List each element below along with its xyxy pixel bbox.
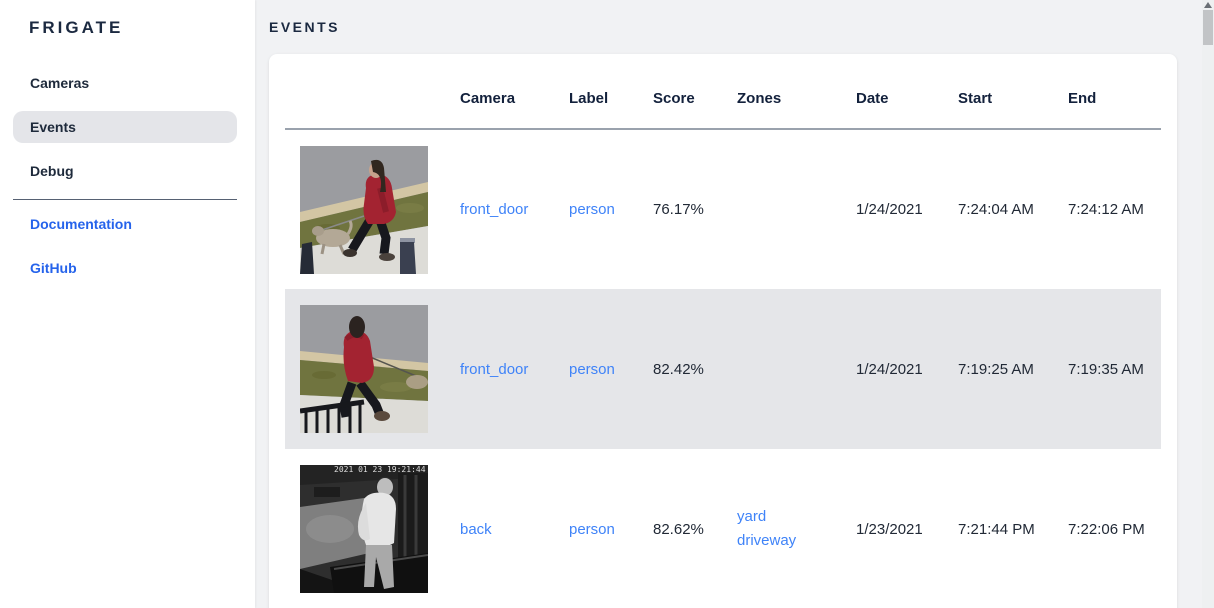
sidebar-nav: Cameras Events Debug Documentation GitHu… bbox=[0, 67, 255, 284]
cell-label: person bbox=[554, 129, 638, 289]
cell-score: 82.42% bbox=[653, 360, 704, 378]
col-score: Score bbox=[638, 54, 722, 130]
zone-link[interactable]: yard bbox=[737, 508, 767, 525]
cell-camera: front_door bbox=[445, 289, 554, 449]
sidebar-item-events[interactable]: Events bbox=[13, 111, 237, 143]
cell-end: 7:22:06 PM bbox=[1068, 520, 1145, 538]
cell-thumbnail bbox=[285, 129, 445, 289]
cell-date: 1/24/2021 bbox=[856, 360, 923, 378]
sidebar-link-github[interactable]: GitHub bbox=[30, 260, 77, 276]
sidebar: FRIGATE Cameras Events Debug Documentati… bbox=[0, 0, 255, 608]
zone-link[interactable]: driveway bbox=[737, 532, 797, 549]
cell-start: 7:19:25 AM bbox=[958, 360, 1034, 378]
sidebar-link-documentation[interactable]: Documentation bbox=[30, 216, 132, 232]
events-table: Camera Label Score Zones Date Start End bbox=[285, 54, 1161, 608]
cell-end: 7:19:35 AM bbox=[1068, 360, 1144, 378]
event-row-highlighted[interactable]: front_door person 82.42% 1/24/2021 7:19:… bbox=[285, 289, 1161, 449]
table-header: Camera Label Score Zones Date Start End bbox=[285, 54, 1161, 130]
page-title: EVENTS bbox=[269, 19, 341, 35]
label-link[interactable]: person bbox=[569, 201, 615, 218]
camera-link[interactable]: front_door bbox=[460, 201, 529, 218]
cell-camera: back bbox=[445, 449, 554, 608]
sidebar-item-debug[interactable]: Debug bbox=[30, 163, 74, 179]
event-thumbnail[interactable] bbox=[300, 305, 428, 433]
camera-link[interactable]: back bbox=[460, 520, 492, 538]
cell-thumbnail: 2021 01 23 19:21:44 bbox=[285, 449, 445, 608]
label-link[interactable]: person bbox=[569, 520, 615, 538]
cell-zones bbox=[722, 289, 841, 449]
cell-label: person bbox=[554, 289, 638, 449]
cell-score: 76.17% bbox=[653, 201, 704, 218]
main-content: EVENTS Camera Label Score Zones Date Sta… bbox=[255, 0, 1214, 608]
cell-zones: yard driveway bbox=[722, 449, 841, 608]
event-thumbnail[interactable] bbox=[300, 145, 428, 274]
camera-link[interactable]: front_door bbox=[460, 360, 529, 378]
header-row: Camera Label Score Zones Date Start End bbox=[285, 54, 1161, 130]
scrollbar-thumb[interactable] bbox=[1203, 10, 1213, 45]
col-start: Start bbox=[943, 54, 1053, 130]
thumbnail-timestamp-overlay: 2021 01 23 19:21:44 bbox=[334, 465, 426, 474]
cell-camera: front_door bbox=[445, 129, 554, 289]
col-thumbnail bbox=[285, 54, 445, 130]
events-card: Camera Label Score Zones Date Start End bbox=[269, 54, 1177, 608]
cell-label: person bbox=[554, 449, 638, 608]
col-camera: Camera bbox=[445, 54, 554, 130]
cell-score: 82.62% bbox=[653, 520, 704, 538]
event-thumbnail[interactable]: 2021 01 23 19:21:44 bbox=[300, 465, 428, 593]
cell-start: 7:21:44 PM bbox=[958, 520, 1035, 538]
col-end: End bbox=[1053, 54, 1161, 130]
cell-date: 1/23/2021 bbox=[856, 520, 923, 538]
cell-thumbnail bbox=[285, 289, 445, 449]
event-row[interactable]: 2021 01 23 19:21:44 back person 82.62% y… bbox=[285, 449, 1161, 608]
cell-end: 7:24:12 AM bbox=[1068, 201, 1144, 218]
sidebar-divider bbox=[13, 199, 237, 200]
cell-start: 7:24:04 AM bbox=[958, 201, 1034, 218]
label-link[interactable]: person bbox=[569, 360, 615, 378]
col-label: Label bbox=[554, 54, 638, 130]
scroll-up-arrow-icon[interactable] bbox=[1204, 2, 1212, 8]
sidebar-item-cameras[interactable]: Cameras bbox=[30, 75, 90, 91]
col-date: Date bbox=[841, 54, 943, 130]
app-logo: FRIGATE bbox=[29, 18, 124, 37]
vertical-scrollbar[interactable] bbox=[1202, 0, 1214, 608]
event-row[interactable]: front_door person 76.17% 1/24/2021 7:24:… bbox=[285, 129, 1161, 289]
cell-zones bbox=[722, 129, 841, 289]
col-zones: Zones bbox=[722, 54, 841, 130]
cell-date: 1/24/2021 bbox=[856, 201, 923, 218]
